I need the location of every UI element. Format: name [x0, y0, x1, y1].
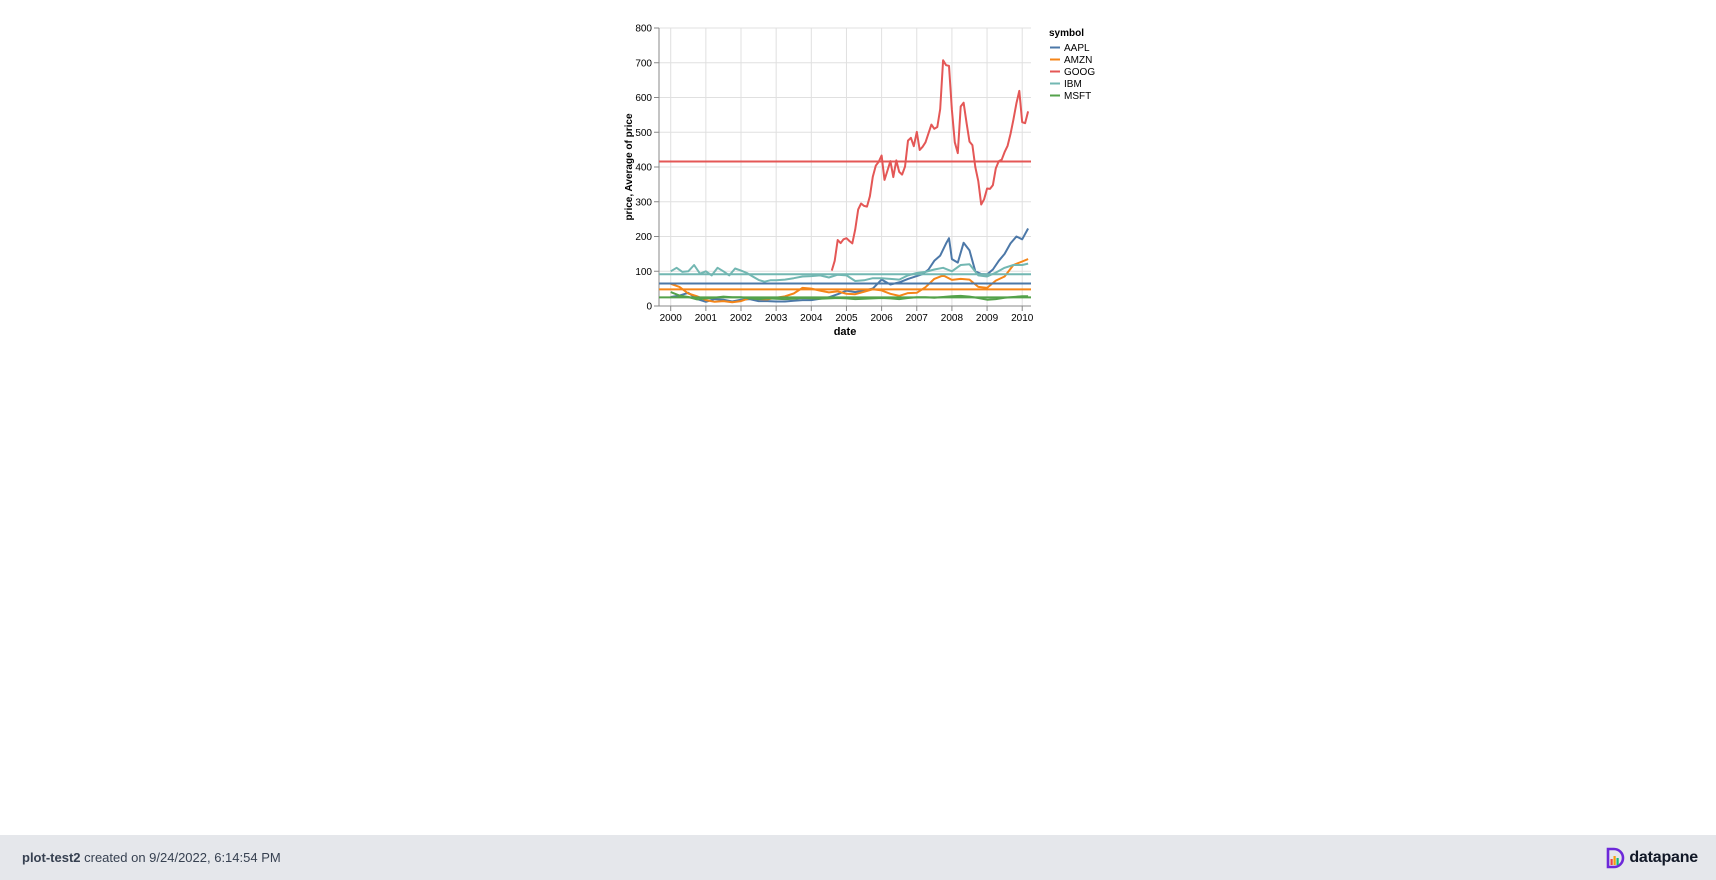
x-tick-label: 2003 [765, 313, 788, 324]
x-tick-label: 2004 [800, 313, 823, 324]
mean-rules [659, 160, 1031, 299]
report-info: plot-test2 created on 9/24/2022, 6:14:54… [22, 850, 281, 865]
y-axis-title: price, Average of price [624, 113, 635, 221]
series-line-aapl [670, 228, 1029, 303]
legend-label-goog: GOOG [1064, 67, 1095, 78]
x-tick-label: 2002 [730, 313, 753, 324]
y-tick-label: 100 [635, 267, 652, 278]
y-tick-label: 400 [635, 163, 652, 174]
footer-bar: plot-test2 created on 9/24/2022, 6:14:54… [0, 835, 1716, 880]
y-tick-label: 500 [635, 128, 652, 139]
line-chart: 0 100 200 300 400 500 600 700 800 2000 2001 2002 200… [624, 24, 1095, 339]
series-line-ibm [670, 262, 1029, 283]
legend-title: symbol [1049, 28, 1084, 39]
x-tick-label: 2001 [695, 313, 718, 324]
x-tick-label: 2010 [1011, 313, 1034, 324]
series-line-amzn [670, 258, 1029, 304]
x-tick-label: 2009 [976, 313, 999, 324]
y-tick-label: 300 [635, 197, 652, 208]
y-tick-label: 200 [635, 232, 652, 243]
axes: 0 100 200 300 400 500 600 700 800 2000 2001 2002 200… [635, 24, 1033, 325]
x-tick-label: 2008 [941, 313, 964, 324]
y-tick-label: 0 [646, 302, 652, 313]
report-name: plot-test2 [22, 850, 81, 865]
legend-label-aapl: AAPL [1064, 43, 1090, 54]
y-tick-label: 800 [635, 24, 652, 35]
datapane-brand[interactable]: datapane [1605, 847, 1698, 869]
x-tick-label: 2005 [835, 313, 858, 324]
y-tick-label: 700 [635, 58, 652, 69]
created-timestamp: created on 9/24/2022, 6:14:54 PM [80, 850, 281, 865]
legend-label-amzn: AMZN [1064, 55, 1092, 66]
datapane-logo-icon [1607, 847, 1625, 868]
brand-name: datapane [1629, 848, 1698, 866]
series-lines [670, 59, 1030, 304]
x-tick-label: 2007 [906, 313, 929, 324]
x-tick-label: 2000 [660, 313, 683, 324]
y-tick-label: 600 [635, 93, 652, 104]
grid-lines [659, 27, 1031, 307]
x-axis-title: date [834, 326, 857, 338]
legend-label-ibm: IBM [1064, 79, 1082, 90]
series-line-goog [830, 59, 1030, 271]
legend-label-msft: MSFT [1064, 91, 1091, 102]
x-tick-label: 2006 [870, 313, 893, 324]
